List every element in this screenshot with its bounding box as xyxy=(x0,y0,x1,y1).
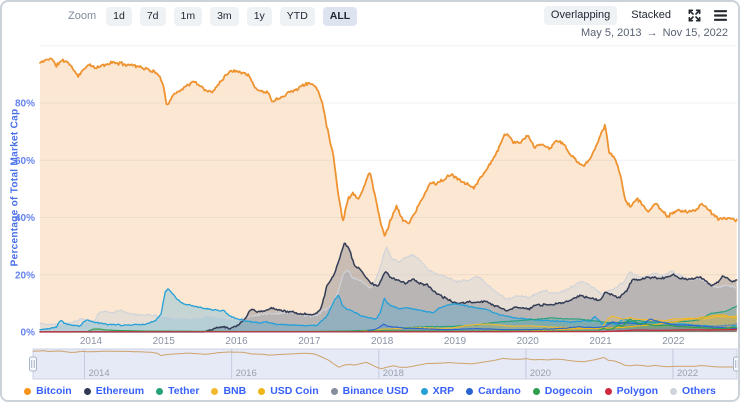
x-tick-label: 2015 xyxy=(153,336,176,347)
navigator-handle-left[interactable] xyxy=(29,356,37,372)
binance-usd-dot-icon xyxy=(330,387,338,395)
range-all-button[interactable]: ALL xyxy=(322,7,358,26)
dogecoin-dot-icon xyxy=(532,387,540,395)
range-ytd-button[interactable]: YTD xyxy=(279,7,315,26)
date-range-arrow-icon: → xyxy=(646,27,658,39)
series-bitcoin-area xyxy=(40,58,737,333)
y-axis-title: Percentage of Total Market Cap xyxy=(9,108,21,267)
series-fills xyxy=(40,58,737,333)
legend-label: Dogecoin xyxy=(544,385,593,397)
y-tick-label: 20% xyxy=(15,270,35,281)
navigator-bitcoin-line xyxy=(33,350,738,370)
x-tick-label: 2021 xyxy=(589,336,612,347)
bitcoin-dot-icon xyxy=(24,387,32,395)
legend-item-binance-usd[interactable]: Binance USD xyxy=(330,385,409,397)
fullscreen-icon xyxy=(688,9,701,22)
series-polygon-line xyxy=(39,328,738,333)
usd-coin-dot-icon xyxy=(258,387,266,395)
legend-item-tether[interactable]: Tether xyxy=(156,385,199,397)
xrp-dot-icon xyxy=(420,387,428,395)
series-lines xyxy=(39,57,738,333)
x-tick-label: 2018 xyxy=(371,336,394,347)
legend-item-bitcoin[interactable]: Bitcoin xyxy=(24,385,72,397)
range-1d-button[interactable]: 1d xyxy=(106,7,132,26)
polygon-dot-icon xyxy=(604,387,612,395)
fullscreen-button[interactable] xyxy=(685,6,704,25)
legend-item-others[interactable]: Others xyxy=(670,385,716,397)
x-tick-label: 2017 xyxy=(298,336,321,347)
navigator-tick-label: 2020 xyxy=(530,368,551,379)
legend-label: Others xyxy=(682,385,716,397)
legend-item-dogecoin[interactable]: Dogecoin xyxy=(532,385,593,397)
series-dogecoin-line xyxy=(39,318,738,333)
date-range-end[interactable]: Nov 15, 2022 xyxy=(662,27,728,39)
others-dot-icon xyxy=(670,387,678,395)
series-ethereum-area xyxy=(40,243,737,332)
tether-dot-icon xyxy=(156,387,164,395)
chart-legend: Bitcoin Ethereum Tether BNB USD Coin Binance … xyxy=(2,385,738,397)
y-tick-label: 80% xyxy=(15,99,35,110)
y-tick-label: 60% xyxy=(15,156,35,167)
zoom-range-toolbar: Zoom 1d 7d 1m 3m 1y YTD ALL xyxy=(68,7,358,26)
legend-item-cardano[interactable]: Cardano xyxy=(466,385,521,397)
legend-label: Binance USD xyxy=(342,385,409,397)
x-tick-label: 2016 xyxy=(225,336,248,347)
ethereum-dot-icon xyxy=(83,387,91,395)
dominance-area-chart[interactable]: 0% 20% 40% 60% 80% 2014 2015 2016 2017 2018 2019 20… xyxy=(2,2,740,347)
date-range: May 5, 2013 → Nov 15, 2022 xyxy=(581,27,728,39)
cardano-dot-icon xyxy=(466,387,474,395)
range-3m-button[interactable]: 3m xyxy=(210,7,239,26)
legend-item-ethereum[interactable]: Ethereum xyxy=(83,385,145,397)
menu-icon xyxy=(714,10,727,21)
x-tick-label: 2020 xyxy=(517,336,540,347)
y-tick-label: 0% xyxy=(21,328,36,339)
range-1y-button[interactable]: 1y xyxy=(246,7,272,26)
navigator-tick-label: 2018 xyxy=(383,368,404,379)
date-range-start[interactable]: May 5, 2013 xyxy=(581,27,642,39)
range-7d-button[interactable]: 7d xyxy=(139,7,166,26)
y-tick-label: 40% xyxy=(15,213,35,224)
stacked-mode-button[interactable]: Stacked xyxy=(624,6,678,25)
range-1m-button[interactable]: 1m xyxy=(173,7,203,26)
legend-label: Bitcoin xyxy=(36,385,72,397)
legend-label: XRP xyxy=(432,385,455,397)
legend-label: Tether xyxy=(168,385,200,397)
series-bitcoin-line xyxy=(39,57,738,237)
legend-label: Cardano xyxy=(478,385,521,397)
series-polygon-area xyxy=(40,329,737,332)
series-others-line xyxy=(39,246,738,326)
range-buttons: 1d 7d 1m 3m 1y YTD ALL xyxy=(106,7,358,26)
chart-navigator[interactable]: 2014 2016 2018 2020 2022 xyxy=(2,347,740,385)
series-tether-area xyxy=(40,306,737,332)
mode-toolbar: Overlapping Stacked xyxy=(543,6,730,25)
overlapping-mode-button[interactable]: Overlapping xyxy=(543,6,618,25)
legend-label: Polygon xyxy=(616,385,659,397)
navigator-tick-label: 2016 xyxy=(236,368,257,379)
legend-item-bnb[interactable]: BNB xyxy=(211,385,246,397)
navigator-tick-label: 2022 xyxy=(677,368,698,379)
chart-menu-button[interactable] xyxy=(711,7,730,24)
navigator-selected-range[interactable] xyxy=(32,348,738,380)
legend-item-usd-coin[interactable]: USD Coin xyxy=(258,385,319,397)
series-others-area xyxy=(40,247,737,332)
bnb-dot-icon xyxy=(211,387,219,395)
x-tick-label: 2019 xyxy=(444,336,467,347)
legend-item-polygon[interactable]: Polygon xyxy=(604,385,659,397)
zoom-label: Zoom xyxy=(68,10,97,23)
navigator-handle-right[interactable] xyxy=(733,356,740,372)
navigator-tick-label: 2014 xyxy=(88,368,109,379)
legend-label: BNB xyxy=(223,385,247,397)
series-xrp-line xyxy=(39,288,738,331)
legend-item-xrp[interactable]: XRP xyxy=(420,385,455,397)
x-tick-label: 2022 xyxy=(662,336,685,347)
legend-label: USD Coin xyxy=(270,385,319,397)
series-binance-usd-area xyxy=(40,323,737,332)
legend-label: Ethereum xyxy=(95,385,145,397)
x-tick-label: 2014 xyxy=(80,336,103,347)
